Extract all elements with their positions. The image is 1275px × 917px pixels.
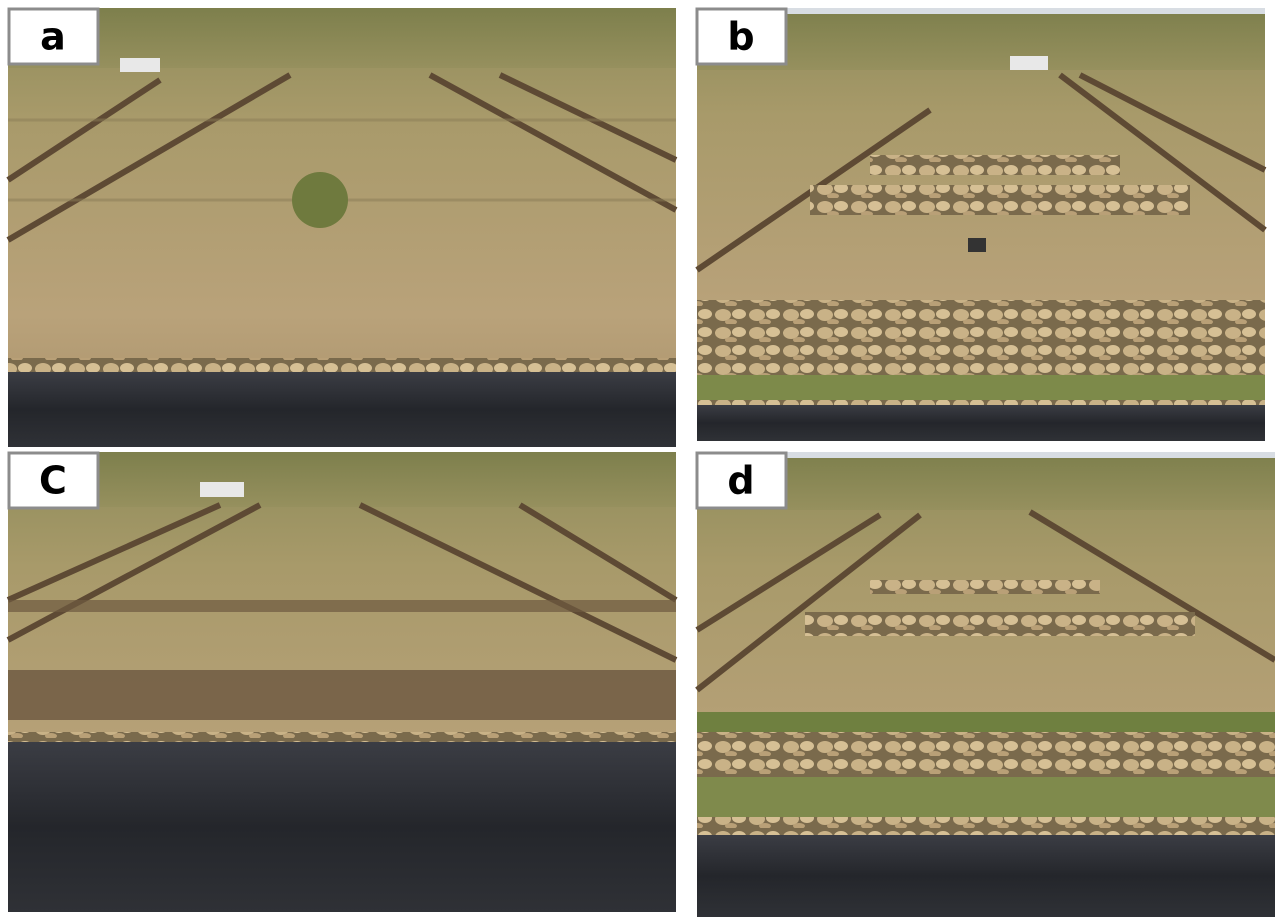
panel-label-box: C bbox=[9, 453, 98, 508]
page: {"panels": [{"label": "a"}, {"label": "b… bbox=[0, 0, 1275, 917]
figure: a b C d bbox=[0, 0, 1275, 917]
panel-label: d bbox=[727, 459, 754, 503]
panel-label-box: b bbox=[697, 9, 786, 64]
panel-label-box: a bbox=[9, 9, 98, 64]
photo-panel bbox=[8, 452, 676, 912]
panel-label: C bbox=[39, 459, 67, 503]
photo-panel bbox=[697, 8, 1265, 441]
panel-label: b bbox=[727, 15, 754, 59]
panel-label-box: d bbox=[697, 453, 786, 508]
photo-panel bbox=[697, 452, 1275, 917]
panel-label: a bbox=[40, 15, 66, 59]
photo-panel bbox=[8, 8, 676, 447]
